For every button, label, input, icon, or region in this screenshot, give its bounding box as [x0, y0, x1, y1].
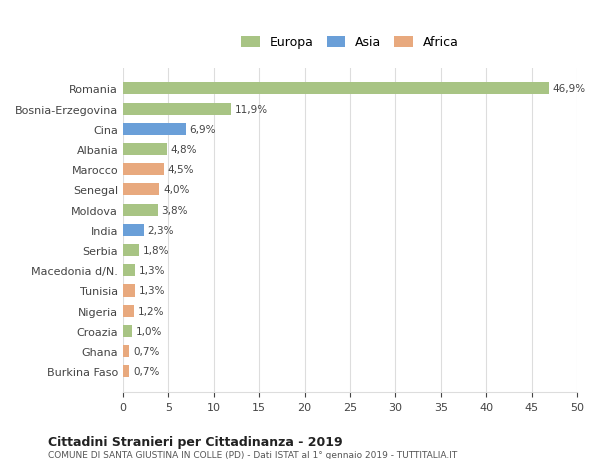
Text: 1,3%: 1,3%: [139, 286, 165, 296]
Text: 1,0%: 1,0%: [136, 326, 162, 336]
Bar: [123, 345, 130, 358]
Text: 4,8%: 4,8%: [170, 145, 197, 155]
Bar: [123, 83, 549, 95]
Bar: [123, 264, 135, 277]
Bar: [123, 285, 135, 297]
Legend: Europa, Asia, Africa: Europa, Asia, Africa: [238, 33, 463, 53]
Bar: [123, 245, 139, 257]
Text: COMUNE DI SANTA GIUSTINA IN COLLE (PD) - Dati ISTAT al 1° gennaio 2019 - TUTTITA: COMUNE DI SANTA GIUSTINA IN COLLE (PD) -…: [48, 450, 457, 459]
Bar: [123, 103, 231, 115]
Bar: [123, 365, 130, 377]
Text: 4,0%: 4,0%: [163, 185, 190, 195]
Bar: [123, 204, 158, 216]
Text: 3,8%: 3,8%: [161, 205, 188, 215]
Bar: [123, 164, 164, 176]
Text: 0,7%: 0,7%: [133, 346, 160, 356]
Bar: [123, 144, 167, 156]
Text: 1,2%: 1,2%: [137, 306, 164, 316]
Text: Cittadini Stranieri per Cittadinanza - 2019: Cittadini Stranieri per Cittadinanza - 2…: [48, 435, 343, 448]
Bar: [123, 184, 160, 196]
Bar: [123, 305, 134, 317]
Bar: [123, 325, 132, 337]
Text: 1,8%: 1,8%: [143, 246, 170, 256]
Bar: [123, 123, 186, 135]
Text: 2,3%: 2,3%: [148, 225, 174, 235]
Bar: [123, 224, 144, 236]
Text: 1,3%: 1,3%: [139, 266, 165, 276]
Text: 11,9%: 11,9%: [235, 104, 268, 114]
Text: 46,9%: 46,9%: [553, 84, 586, 94]
Text: 4,5%: 4,5%: [167, 165, 194, 175]
Text: 6,9%: 6,9%: [190, 124, 216, 134]
Text: 0,7%: 0,7%: [133, 366, 160, 376]
